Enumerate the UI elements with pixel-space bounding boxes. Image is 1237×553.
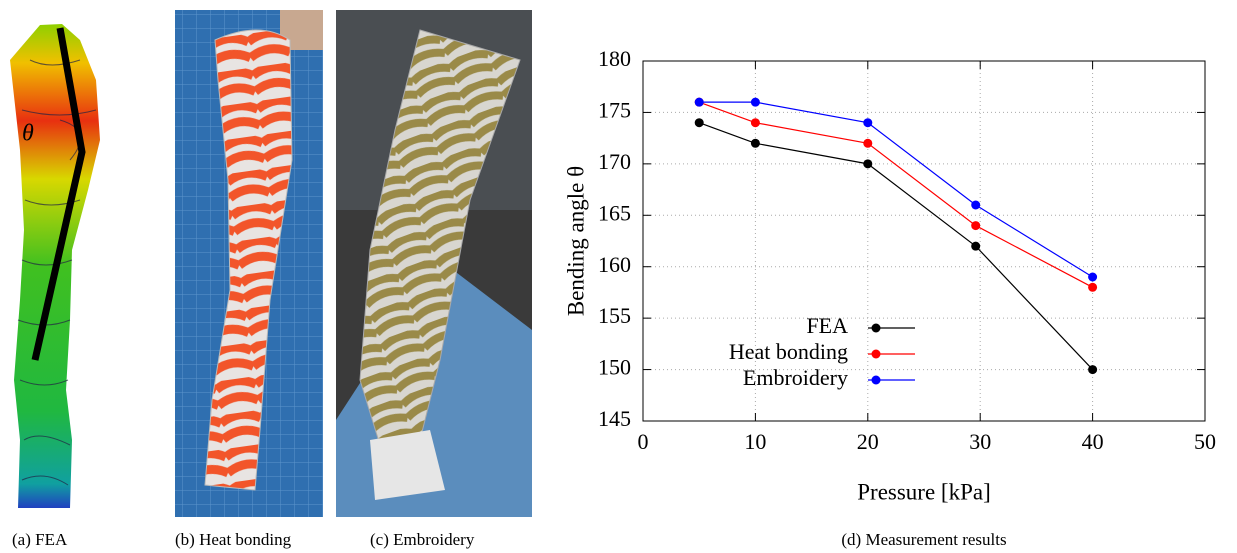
y-tick-label: 150 bbox=[598, 355, 631, 380]
legend-swatch bbox=[871, 349, 881, 359]
series-line bbox=[698, 101, 1093, 288]
series-line bbox=[699, 101, 1093, 278]
x-tick-label: 20 bbox=[857, 429, 879, 454]
legend-label: Embroidery bbox=[743, 365, 848, 390]
legend-swatch bbox=[871, 323, 881, 333]
x-tick-label: 10 bbox=[744, 429, 766, 454]
caption: (b) Heat bonding bbox=[175, 530, 292, 549]
y-tick-label: 165 bbox=[598, 200, 631, 225]
caption: (c) Embroidery bbox=[370, 530, 475, 549]
x-tick-label: 30 bbox=[969, 429, 991, 454]
caption: (a) FEA bbox=[12, 530, 68, 549]
x-axis-label: Pressure [kPa] bbox=[857, 479, 991, 504]
y-tick-label: 170 bbox=[598, 149, 631, 174]
data-point bbox=[694, 118, 704, 128]
data-point bbox=[1088, 365, 1098, 375]
series-line bbox=[698, 122, 1094, 370]
y-tick-label: 145 bbox=[598, 406, 631, 431]
legend-swatch bbox=[871, 375, 881, 385]
y-tick-label: 155 bbox=[598, 303, 631, 328]
data-point bbox=[1088, 282, 1098, 292]
data-point bbox=[971, 241, 981, 251]
plot-frame bbox=[642, 60, 1206, 422]
x-tick-label: 0 bbox=[638, 429, 649, 454]
data-point bbox=[750, 138, 760, 148]
legend-label: FEA bbox=[806, 313, 848, 338]
data-point bbox=[971, 200, 981, 210]
data-point bbox=[971, 221, 981, 231]
y-tick-label: 160 bbox=[598, 252, 631, 277]
data-point bbox=[863, 118, 873, 128]
legend-label: Heat bonding bbox=[729, 339, 848, 364]
x-tick-label: 50 bbox=[1194, 429, 1216, 454]
data-point bbox=[1088, 272, 1098, 282]
caption: (d) Measurement results bbox=[841, 530, 1006, 549]
y-axis-label: Bending angle θ bbox=[563, 166, 588, 316]
data-point bbox=[694, 97, 704, 107]
x-tick-label: 40 bbox=[1082, 429, 1104, 454]
data-point bbox=[863, 138, 873, 148]
embroidery-photo bbox=[336, 10, 532, 517]
fea-image: θ bbox=[10, 24, 100, 508]
heat-bonding-photo bbox=[175, 10, 323, 517]
chart: Pressure [kPa] Bending angle θ 145 150 155… bbox=[563, 46, 1216, 504]
data-point bbox=[863, 159, 873, 169]
data-point bbox=[750, 97, 760, 107]
data-point bbox=[750, 118, 760, 128]
y-tick-label: 180 bbox=[598, 46, 631, 71]
y-tick-label: 175 bbox=[598, 97, 631, 122]
theta-label: θ bbox=[22, 121, 34, 147]
